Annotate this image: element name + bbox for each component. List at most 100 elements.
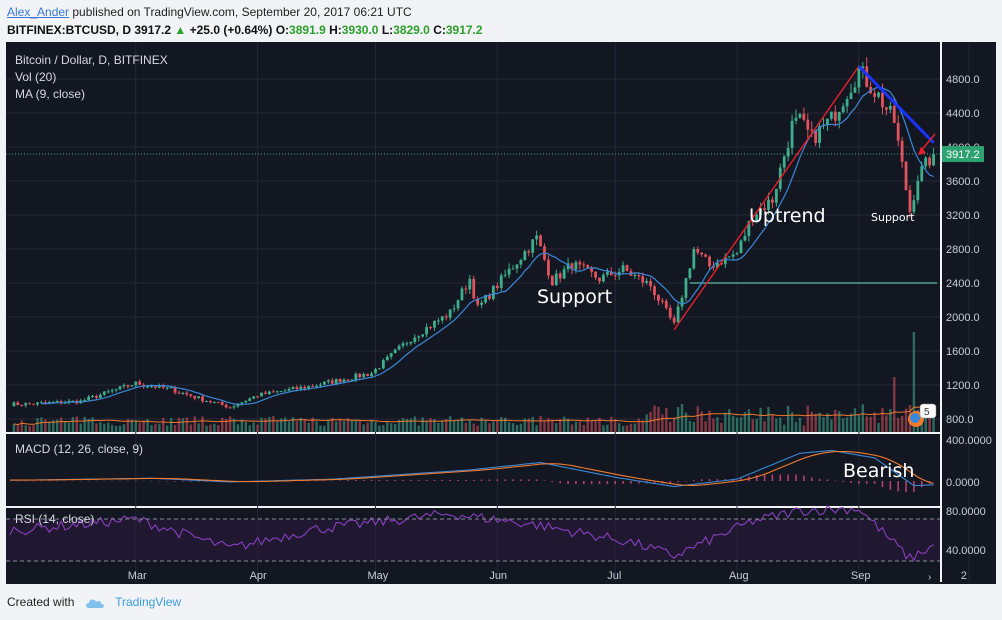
macd-histogram-bar: [787, 474, 789, 481]
macd-histogram-bar: [614, 481, 617, 485]
macd-histogram-bar: [417, 479, 420, 481]
candle-body: [676, 306, 680, 323]
candle-body: [378, 368, 381, 370]
volume-bar: [256, 424, 259, 432]
volume-bar: [433, 419, 436, 432]
candle-body: [173, 387, 177, 393]
macd-histogram-bar: [897, 481, 899, 492]
volume-bar: [625, 425, 629, 432]
candle-body: [16, 402, 20, 405]
candle-body: [594, 271, 597, 278]
go-to-date-icon[interactable]: ›: [928, 572, 931, 583]
macd-histogram-bar: [331, 480, 334, 482]
author-link[interactable]: Alex_Ander: [7, 5, 70, 19]
volume-bar: [731, 415, 735, 432]
time-tick: May: [367, 570, 388, 582]
price-chart[interactable]: 800.0 1200.0 1600.0 2000.0 2400.0 2800.0 3200.…: [0, 42, 1002, 590]
price-tick: 3600.0: [946, 176, 980, 188]
macd-histogram-bar: [119, 480, 121, 482]
candle-body: [763, 208, 766, 210]
candle-body: [456, 300, 460, 309]
macd-histogram-bar: [598, 481, 601, 485]
volume-bar: [786, 405, 790, 432]
volume-bar: [798, 417, 802, 432]
volume-bar: [472, 423, 475, 432]
candle-body: [853, 87, 857, 93]
macd-histogram-bar: [669, 481, 672, 484]
candle-body: [24, 403, 28, 406]
volume-bar: [873, 412, 876, 432]
candle-body: [134, 381, 138, 386]
ma-legend: MA (9, close): [15, 87, 85, 101]
volume-bar: [535, 425, 538, 432]
candle-body: [216, 402, 220, 404]
price-axis: 800.0 1200.0 1600.0 2000.0 2400.0 2800.0 3200.…: [946, 74, 980, 426]
candle-body: [837, 112, 841, 121]
candle-body: [177, 392, 181, 394]
candle-body: [452, 308, 456, 310]
publish-info: published on TradingView.com, September …: [69, 5, 412, 19]
volume-bar: [641, 420, 644, 432]
price-tick: 2000.0: [946, 312, 980, 324]
price-tick: 1600.0: [946, 346, 980, 358]
volume-bar: [110, 424, 114, 432]
macd-histogram-bar: [9, 481, 11, 482]
macd-histogram-bar: [103, 480, 106, 482]
high-label: H:: [329, 23, 342, 37]
candle-body: [433, 320, 436, 328]
macd-histogram-bar: [158, 481, 161, 482]
macd-histogram-bar: [323, 480, 326, 482]
volume-bar: [138, 422, 141, 432]
macd-histogram-bar: [134, 480, 137, 482]
volume-bar: [551, 419, 554, 432]
candle-body: [605, 271, 609, 275]
candle-body: [535, 235, 539, 240]
candle-body: [417, 336, 421, 338]
candle-body: [460, 288, 464, 301]
candle-body: [503, 274, 507, 276]
volume-bar: [40, 417, 43, 432]
volume-bar: [830, 419, 833, 432]
price-pane[interactable]: [6, 42, 940, 432]
volume-bar: [205, 425, 208, 432]
candle-body: [197, 396, 201, 399]
candle-body: [547, 259, 550, 276]
macd-histogram-bar: [433, 479, 436, 481]
macd-histogram-bar: [795, 474, 797, 481]
macd-histogram-bar: [24, 481, 27, 482]
candle-body: [798, 113, 802, 118]
macd-histogram-bar: [582, 481, 585, 485]
candle-body: [405, 343, 409, 345]
macd-histogram-bar: [465, 479, 467, 481]
volume-bar: [735, 417, 739, 432]
tradingview-link[interactable]: TradingView: [115, 595, 182, 609]
candle-body: [20, 404, 24, 406]
volume-bar: [672, 417, 676, 432]
volume-bar: [409, 418, 413, 432]
macd-histogram-bar: [575, 481, 577, 485]
macd-histogram-bar: [378, 479, 381, 481]
high-value: 3930.0: [341, 23, 379, 37]
volume-bar: [712, 418, 715, 432]
candle-body: [747, 221, 751, 236]
volume-bar: [114, 425, 118, 432]
events-badge[interactable]: 5: [908, 403, 937, 427]
candle-body: [130, 385, 134, 387]
macd-histogram-bar: [685, 480, 687, 482]
candle-body: [602, 274, 605, 282]
candle-body: [212, 402, 216, 404]
volume-bar: [547, 418, 550, 432]
volume-bar: [523, 418, 527, 432]
volume-bar: [264, 418, 267, 432]
volume-bar: [374, 422, 377, 432]
macd-histogram-bar: [512, 479, 514, 481]
candle-body: [731, 254, 735, 257]
volume-bar: [806, 405, 809, 432]
volume-bar: [268, 416, 271, 432]
support-annotation: Support: [537, 286, 612, 308]
volume-bar: [448, 416, 452, 432]
volume-bar: [405, 419, 409, 432]
volume-bar: [669, 421, 672, 432]
candle-body: [759, 208, 763, 215]
candle-body: [299, 386, 303, 390]
